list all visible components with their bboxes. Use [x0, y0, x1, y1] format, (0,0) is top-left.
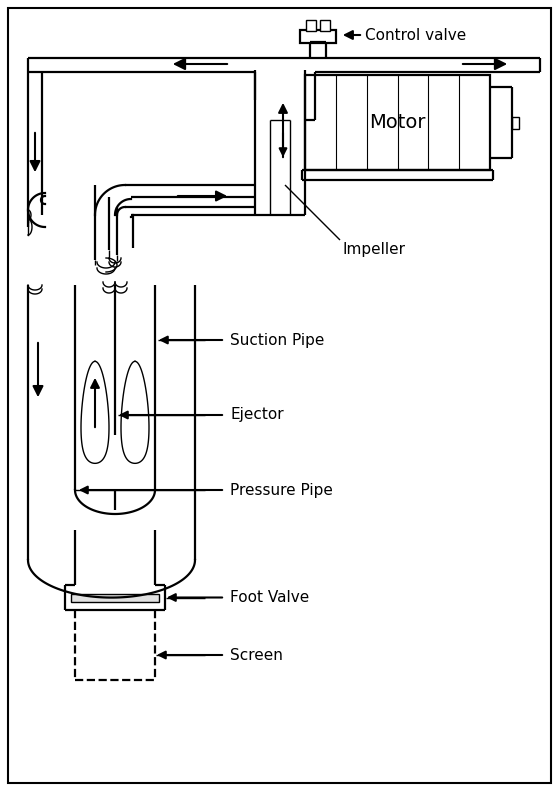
Text: Motor: Motor [369, 113, 426, 132]
Text: Screen: Screen [230, 648, 283, 663]
Text: Foot Valve: Foot Valve [230, 590, 309, 605]
Text: Ejector: Ejector [230, 407, 283, 422]
Text: Suction Pipe: Suction Pipe [230, 332, 324, 347]
Text: Control valve: Control valve [365, 28, 466, 43]
Bar [512, 116, 519, 128]
Text: Impeller: Impeller [342, 242, 405, 257]
Bar [306, 20, 316, 31]
Text: Pressure Pipe: Pressure Pipe [230, 483, 333, 498]
Bar [320, 20, 330, 31]
Bar [300, 30, 336, 43]
Bar [305, 75, 490, 170]
Bar [71, 593, 159, 601]
